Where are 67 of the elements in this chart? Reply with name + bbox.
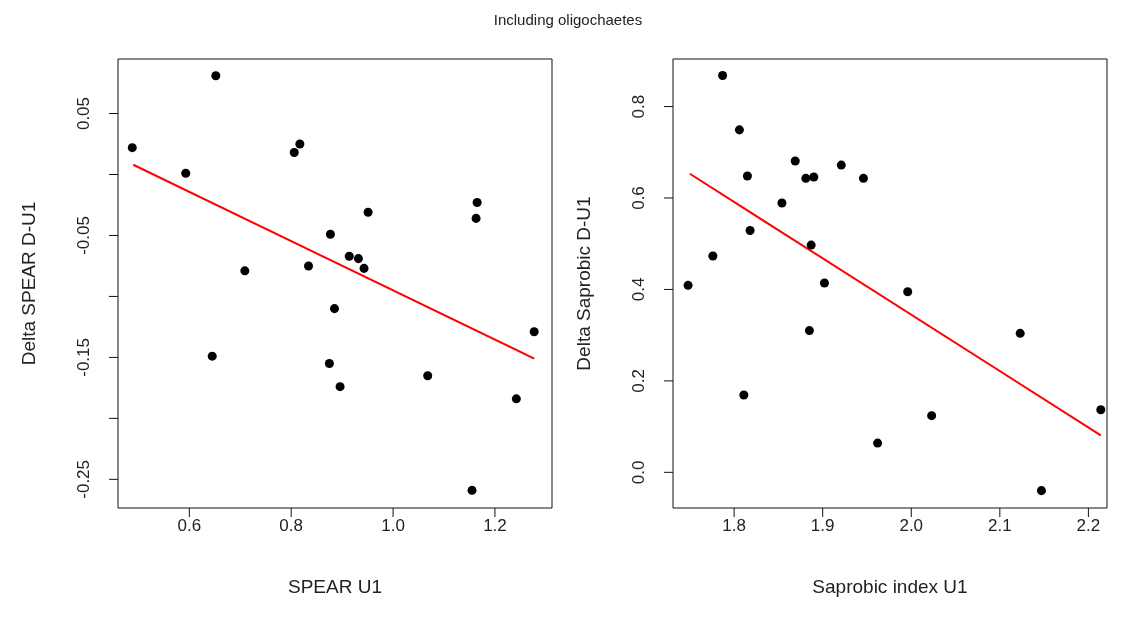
point [467,485,477,495]
point [739,390,749,400]
point [1096,405,1106,415]
point [858,173,868,183]
x-tick-label: 2.0 [899,516,924,536]
x-tick-label: 0.6 [177,516,202,536]
point [790,156,800,166]
y-tick-label: 0.2 [629,369,648,393]
point [329,304,339,314]
point [353,254,363,264]
point [873,438,883,448]
y-axis-title: Delta Saprobic D-U1 [572,196,594,371]
point [809,172,819,182]
point [806,240,816,250]
point [211,71,221,81]
point [708,251,718,261]
point [359,263,369,273]
point [718,70,728,80]
point [325,229,335,239]
point [289,148,299,158]
x-axis-title: SPEAR U1 [288,576,382,597]
y-tick-label: -0.05 [74,216,93,255]
x-tick-label: 2.1 [988,516,1012,536]
x-tick-label: 1.9 [810,516,835,536]
point [742,171,752,181]
y-tick-label: 0.0 [629,460,648,485]
point [181,168,191,178]
x-tick-label: 2.2 [1076,516,1101,536]
point [423,371,433,381]
point [511,394,521,404]
point [240,266,250,276]
point [335,382,345,392]
y-tick-label: -0.15 [74,338,93,377]
y-tick-label: 0.4 [629,277,648,302]
y-tick-label: -0.25 [74,459,93,499]
point [472,198,482,208]
y-axis-title: Delta SPEAR D-U1 [17,201,39,366]
y-tick-label: 0.6 [629,186,648,210]
point [1015,328,1025,338]
chart-title: Including oligochaetes [493,11,643,28]
point [324,358,334,368]
point [295,139,305,149]
x-tick-label: 1.0 [381,516,405,536]
point [836,160,846,170]
point [801,173,811,183]
x-tick-label: 1.8 [722,516,746,536]
point [745,225,755,235]
x-tick-label: 1.2 [483,516,507,536]
point [903,287,913,297]
point [1036,486,1046,496]
point [127,143,137,153]
point [804,326,814,336]
point [819,278,829,288]
point [207,351,217,361]
point [777,198,787,208]
point [344,251,354,261]
point [734,125,744,135]
point [471,213,481,223]
point [304,261,314,271]
point [529,327,539,337]
x-tick-label: 0.8 [279,516,304,536]
point [363,207,373,217]
x-axis-title: Saprobic index U1 [812,576,968,597]
y-tick-label: 0.8 [629,94,648,119]
point [683,280,693,290]
y-tick-label: 0.05 [74,96,93,131]
point [927,411,937,421]
